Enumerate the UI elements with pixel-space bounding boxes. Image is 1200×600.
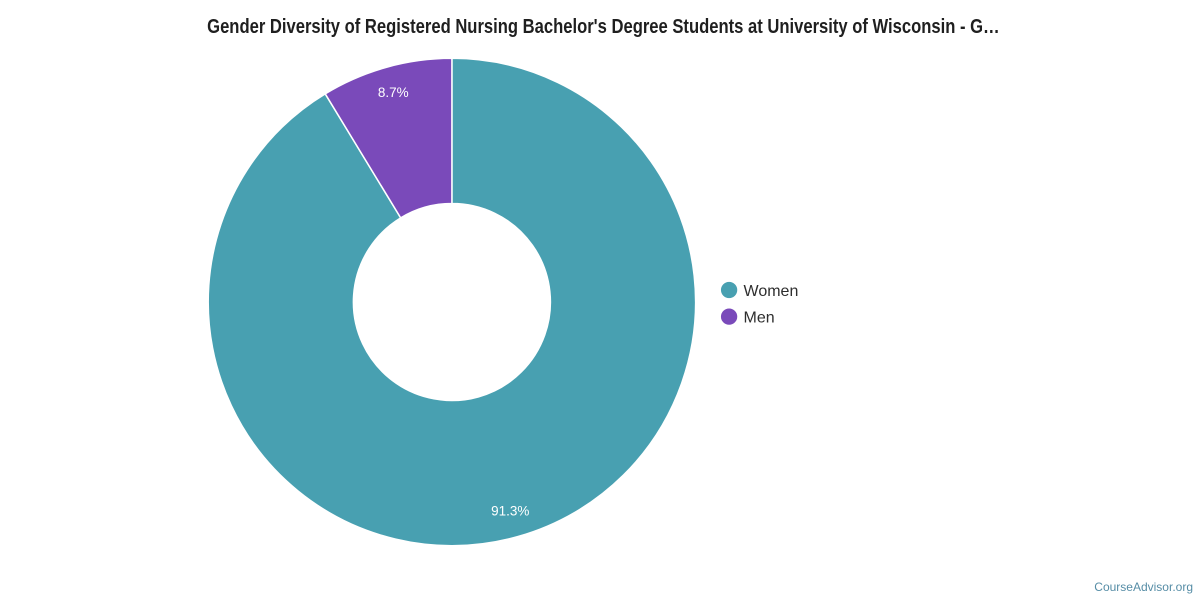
svg-text:Men: Men [744,309,775,326]
svg-text:91.3%: 91.3% [491,503,529,518]
svg-text:8.7%: 8.7% [378,85,409,100]
svg-text:Women: Women [744,283,799,300]
